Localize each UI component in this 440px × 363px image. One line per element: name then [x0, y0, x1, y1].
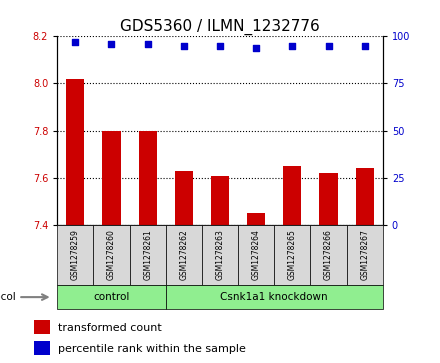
Point [216, 43, 224, 49]
FancyBboxPatch shape [93, 225, 129, 285]
Point [253, 45, 260, 50]
Text: GSM1278261: GSM1278261 [143, 230, 152, 280]
Bar [66, 79, 84, 225]
Text: Csnk1a1 knockdown: Csnk1a1 knockdown [220, 292, 328, 302]
Text: GSM1278266: GSM1278266 [324, 229, 333, 281]
Text: GSM1278263: GSM1278263 [216, 229, 224, 281]
FancyBboxPatch shape [274, 225, 311, 285]
FancyBboxPatch shape [57, 285, 166, 309]
Point [72, 39, 79, 45]
FancyBboxPatch shape [57, 225, 93, 285]
Bar [319, 173, 337, 225]
FancyBboxPatch shape [129, 225, 166, 285]
Bar [175, 171, 193, 225]
FancyBboxPatch shape [166, 285, 383, 309]
Title: GDS5360 / ILMN_1232776: GDS5360 / ILMN_1232776 [120, 19, 320, 35]
FancyBboxPatch shape [347, 225, 383, 285]
Text: GSM1278267: GSM1278267 [360, 229, 369, 281]
Text: control: control [93, 292, 130, 302]
Text: protocol: protocol [0, 292, 16, 302]
Point [325, 43, 332, 49]
Point [361, 43, 368, 49]
Bar [103, 131, 121, 225]
Bar [34, 320, 50, 334]
Text: GSM1278265: GSM1278265 [288, 229, 297, 281]
Bar [211, 176, 229, 225]
Point [289, 43, 296, 49]
Text: GSM1278264: GSM1278264 [252, 229, 260, 281]
FancyBboxPatch shape [166, 225, 202, 285]
Text: GSM1278260: GSM1278260 [107, 229, 116, 281]
Bar [356, 168, 374, 225]
Text: GSM1278262: GSM1278262 [180, 230, 188, 280]
Text: transformed count: transformed count [58, 323, 161, 333]
Text: percentile rank within the sample: percentile rank within the sample [58, 344, 246, 354]
Bar [139, 131, 157, 225]
FancyBboxPatch shape [238, 225, 274, 285]
Bar [34, 341, 50, 355]
Point [108, 41, 115, 47]
Point [144, 41, 151, 47]
Bar [247, 213, 265, 225]
Point [180, 43, 187, 49]
Bar [283, 166, 301, 225]
FancyBboxPatch shape [202, 225, 238, 285]
Text: GSM1278259: GSM1278259 [71, 229, 80, 281]
FancyBboxPatch shape [311, 225, 347, 285]
